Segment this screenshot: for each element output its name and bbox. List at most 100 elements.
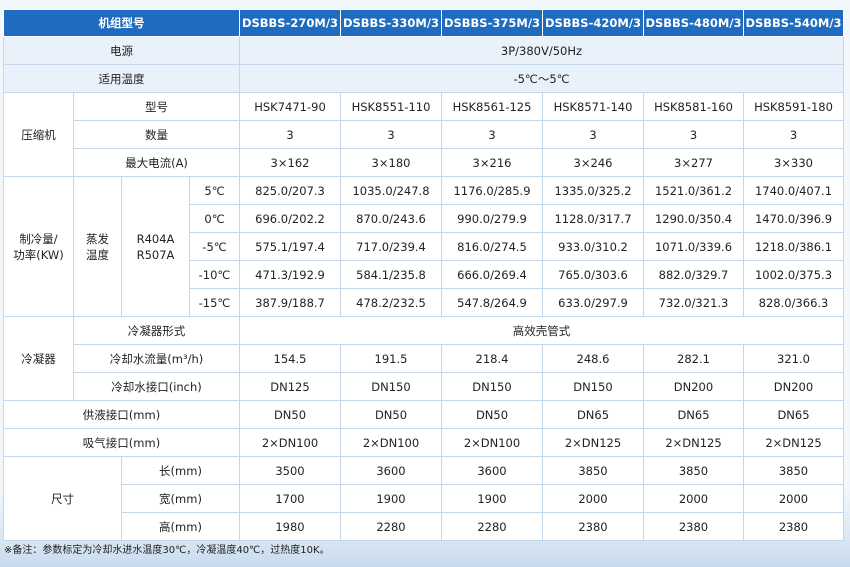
table-cell: 2280 bbox=[441, 512, 543, 541]
table-cell: 248.6 bbox=[542, 344, 644, 373]
table-cell: 933.0/310.2 bbox=[542, 232, 644, 261]
table-cell: DN150 bbox=[340, 372, 442, 401]
power-row: 电源 3P/380V/50Hz bbox=[3, 36, 844, 65]
row-label: 冷凝器形式 bbox=[73, 316, 240, 345]
table-cell: 1218.0/386.1 bbox=[743, 232, 844, 261]
model-header: DSBBS-480M/3 bbox=[643, 9, 744, 37]
table-cell: 471.3/192.9 bbox=[239, 260, 341, 289]
table-cell: 3×180 bbox=[340, 148, 442, 177]
table-cell: 828.0/366.3 bbox=[743, 288, 844, 317]
table-cell: DN50 bbox=[340, 400, 442, 429]
table-cell: 1521.0/361.2 bbox=[643, 176, 744, 205]
table-cell: 321.0 bbox=[743, 344, 844, 373]
compressor-current-row: 最大电流(A) 3×162 3×180 3×216 3×246 3×277 3×… bbox=[4, 148, 844, 177]
suction-row: 吸气接口(mm) 2×DN100 2×DN100 2×DN100 2×DN125… bbox=[3, 428, 844, 457]
table-cell: 2000 bbox=[542, 484, 644, 513]
table-cell: 3 bbox=[542, 120, 644, 149]
cooling-group-line1: 制冷量/ bbox=[19, 231, 58, 246]
table-cell: 2×DN125 bbox=[743, 428, 844, 457]
condenser-flow-row: 冷却水流量(m³/h) 154.5 191.5 218.4 248.6 282.… bbox=[4, 344, 844, 373]
table-cell: 191.5 bbox=[340, 344, 442, 373]
dimension-row: 尺寸 长(mm) 3500 3600 3600 3850 3850 3850 bbox=[3, 456, 844, 541]
table-cell: 2×DN100 bbox=[441, 428, 543, 457]
temp-range-value: -5℃～5℃ bbox=[239, 64, 844, 93]
model-header: DSBBS-270M/3 bbox=[239, 9, 341, 37]
evap-temp-value: 0℃ bbox=[189, 204, 240, 233]
row-label: 型号 bbox=[73, 92, 240, 121]
table-cell: 870.0/243.6 bbox=[340, 204, 442, 233]
table-cell: DN150 bbox=[542, 372, 644, 401]
table-cell: DN200 bbox=[643, 372, 744, 401]
table-cell: 3×330 bbox=[743, 148, 844, 177]
table-cell: 717.0/239.4 bbox=[340, 232, 442, 261]
refrigerant-label: R404A R507A bbox=[121, 176, 190, 317]
table-cell: HSK7471-90 bbox=[239, 92, 341, 121]
condenser-type-row: 冷凝器 冷凝器形式 高效壳管式 bbox=[3, 316, 844, 401]
refrigerant-line2: R507A bbox=[136, 247, 175, 262]
table-cell: 3×216 bbox=[441, 148, 543, 177]
table-cell: 3 bbox=[441, 120, 543, 149]
table-cell: 1470.0/396.9 bbox=[743, 204, 844, 233]
row-label: 数量 bbox=[73, 120, 240, 149]
table-cell: HSK8551-110 bbox=[340, 92, 442, 121]
row-label: 冷却水接口(inch) bbox=[73, 372, 240, 401]
table-cell: 2×DN100 bbox=[340, 428, 442, 457]
condenser-conn-row: 冷却水接口(inch) DN125 DN150 DN150 DN150 DN20… bbox=[4, 372, 844, 401]
table-cell: 1740.0/407.1 bbox=[743, 176, 844, 205]
table-cell: 882.0/329.7 bbox=[643, 260, 744, 289]
table-cell: DN50 bbox=[239, 400, 341, 429]
table-cell: 154.5 bbox=[239, 344, 341, 373]
condenser-type-value: 高效壳管式 bbox=[239, 316, 844, 345]
power-label: 电源 bbox=[3, 36, 240, 65]
table-cell: 218.4 bbox=[441, 344, 543, 373]
table-cell: 2380 bbox=[643, 512, 744, 541]
table-cell: DN65 bbox=[743, 400, 844, 429]
evap-temp-value: -5℃ bbox=[189, 232, 240, 261]
compressor-qty-row: 数量 3 3 3 3 3 3 bbox=[4, 120, 844, 149]
table-cell: 547.8/264.9 bbox=[441, 288, 543, 317]
row-label: 吸气接口(mm) bbox=[3, 428, 240, 457]
table-cell: 3 bbox=[340, 120, 442, 149]
table-cell: 1002.0/375.3 bbox=[743, 260, 844, 289]
table-cell: 2×DN100 bbox=[239, 428, 341, 457]
table-cell: DN200 bbox=[743, 372, 844, 401]
table-cell: 282.1 bbox=[643, 344, 744, 373]
table-cell: 2000 bbox=[643, 484, 744, 513]
table-cell: 3500 bbox=[239, 456, 341, 485]
table-cell: HSK8571-140 bbox=[542, 92, 644, 121]
table-cell: 2380 bbox=[542, 512, 644, 541]
footnote: ※备注：参数标定为冷却水进水温度30℃，冷凝温度40℃，过热度10K。 bbox=[4, 545, 330, 556]
table-cell: 1128.0/317.7 bbox=[542, 204, 644, 233]
table-cell: 1700 bbox=[239, 484, 341, 513]
table-cell: HSK8561-125 bbox=[441, 92, 543, 121]
cooling-group-line2: 功率(KW) bbox=[13, 247, 64, 262]
compressor-model-row: 压缩机 型号 HSK7471-90 HSK8551-110 HSK8561-12… bbox=[3, 92, 844, 177]
table-cell: 387.9/188.7 bbox=[239, 288, 341, 317]
table-cell: 3 bbox=[239, 120, 341, 149]
liquid-row: 供液接口(mm) DN50 DN50 DN50 DN65 DN65 DN65 bbox=[3, 400, 844, 429]
table-cell: 575.1/197.4 bbox=[239, 232, 341, 261]
table-cell: 2×DN125 bbox=[643, 428, 744, 457]
table-cell: HSK8581-160 bbox=[643, 92, 744, 121]
refrigerant-line1: R404A bbox=[136, 231, 175, 246]
evap-temp-value: -15℃ bbox=[189, 288, 240, 317]
evap-temp-line1: 蒸发 bbox=[86, 231, 109, 246]
table-cell: 732.0/321.3 bbox=[643, 288, 744, 317]
evap-temp-label: 蒸发 温度 bbox=[73, 176, 122, 317]
table-cell: 816.0/274.5 bbox=[441, 232, 543, 261]
table-cell: 2×DN125 bbox=[542, 428, 644, 457]
evap-temp-value: -10℃ bbox=[189, 260, 240, 289]
table-cell: 633.0/297.9 bbox=[542, 288, 644, 317]
spec-table: 机组型号 DSBBS-270M/3 DSBBS-330M/3 DSBBS-375… bbox=[3, 9, 844, 541]
table-cell: 765.0/303.6 bbox=[542, 260, 644, 289]
model-header: DSBBS-330M/3 bbox=[340, 9, 442, 37]
row-label: 冷却水流量(m³/h) bbox=[73, 344, 240, 373]
evap-temp-line2: 温度 bbox=[86, 247, 109, 262]
cooling-group-label: 制冷量/ 功率(KW) bbox=[3, 176, 74, 317]
table-cell: 3 bbox=[743, 120, 844, 149]
table-cell: 478.2/232.5 bbox=[340, 288, 442, 317]
table-cell: HSK8591-180 bbox=[743, 92, 844, 121]
table-cell: 3 bbox=[643, 120, 744, 149]
table-cell: 3600 bbox=[441, 456, 543, 485]
table-cell: 1176.0/285.9 bbox=[441, 176, 543, 205]
